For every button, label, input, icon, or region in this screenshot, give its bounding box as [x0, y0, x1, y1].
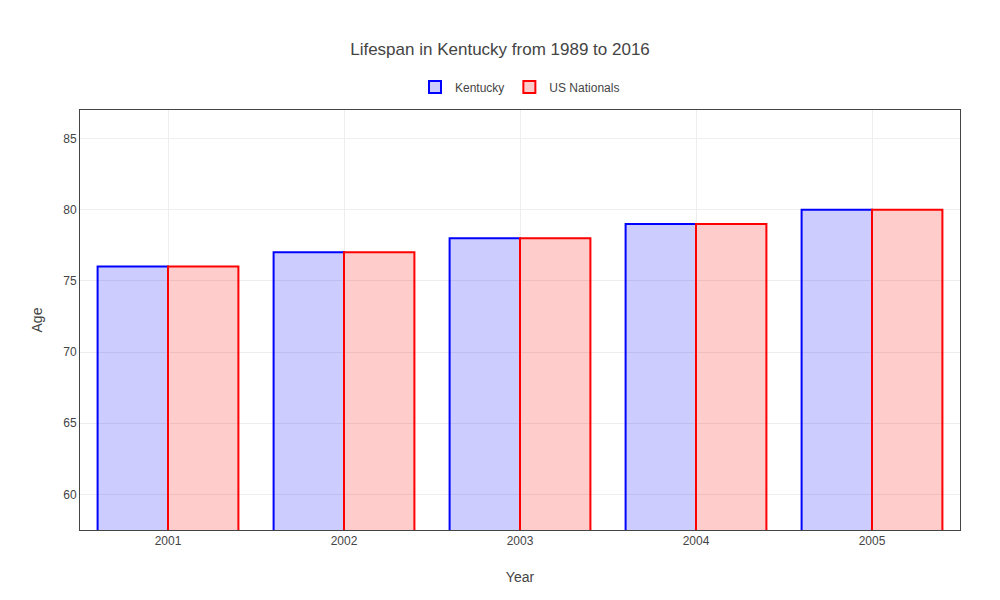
svg-text:85: 85 — [63, 132, 77, 146]
svg-text:75: 75 — [63, 274, 77, 288]
svg-text:Lifespan in Kentucky from 1989: Lifespan in Kentucky from 1989 to 2016 — [350, 40, 650, 59]
svg-text:US Nationals: US Nationals — [549, 81, 619, 95]
svg-text:60: 60 — [63, 488, 77, 502]
svg-text:2004: 2004 — [683, 534, 710, 548]
svg-text:2002: 2002 — [331, 534, 358, 548]
svg-text:Kentucky: Kentucky — [455, 81, 504, 95]
svg-text:2001: 2001 — [155, 534, 182, 548]
svg-text:65: 65 — [63, 416, 77, 430]
svg-text:2003: 2003 — [507, 534, 534, 548]
svg-text:Age: Age — [29, 307, 45, 332]
svg-text:70: 70 — [63, 345, 77, 359]
svg-text:80: 80 — [63, 203, 77, 217]
svg-text:2005: 2005 — [859, 534, 886, 548]
svg-text:Year: Year — [506, 569, 535, 585]
